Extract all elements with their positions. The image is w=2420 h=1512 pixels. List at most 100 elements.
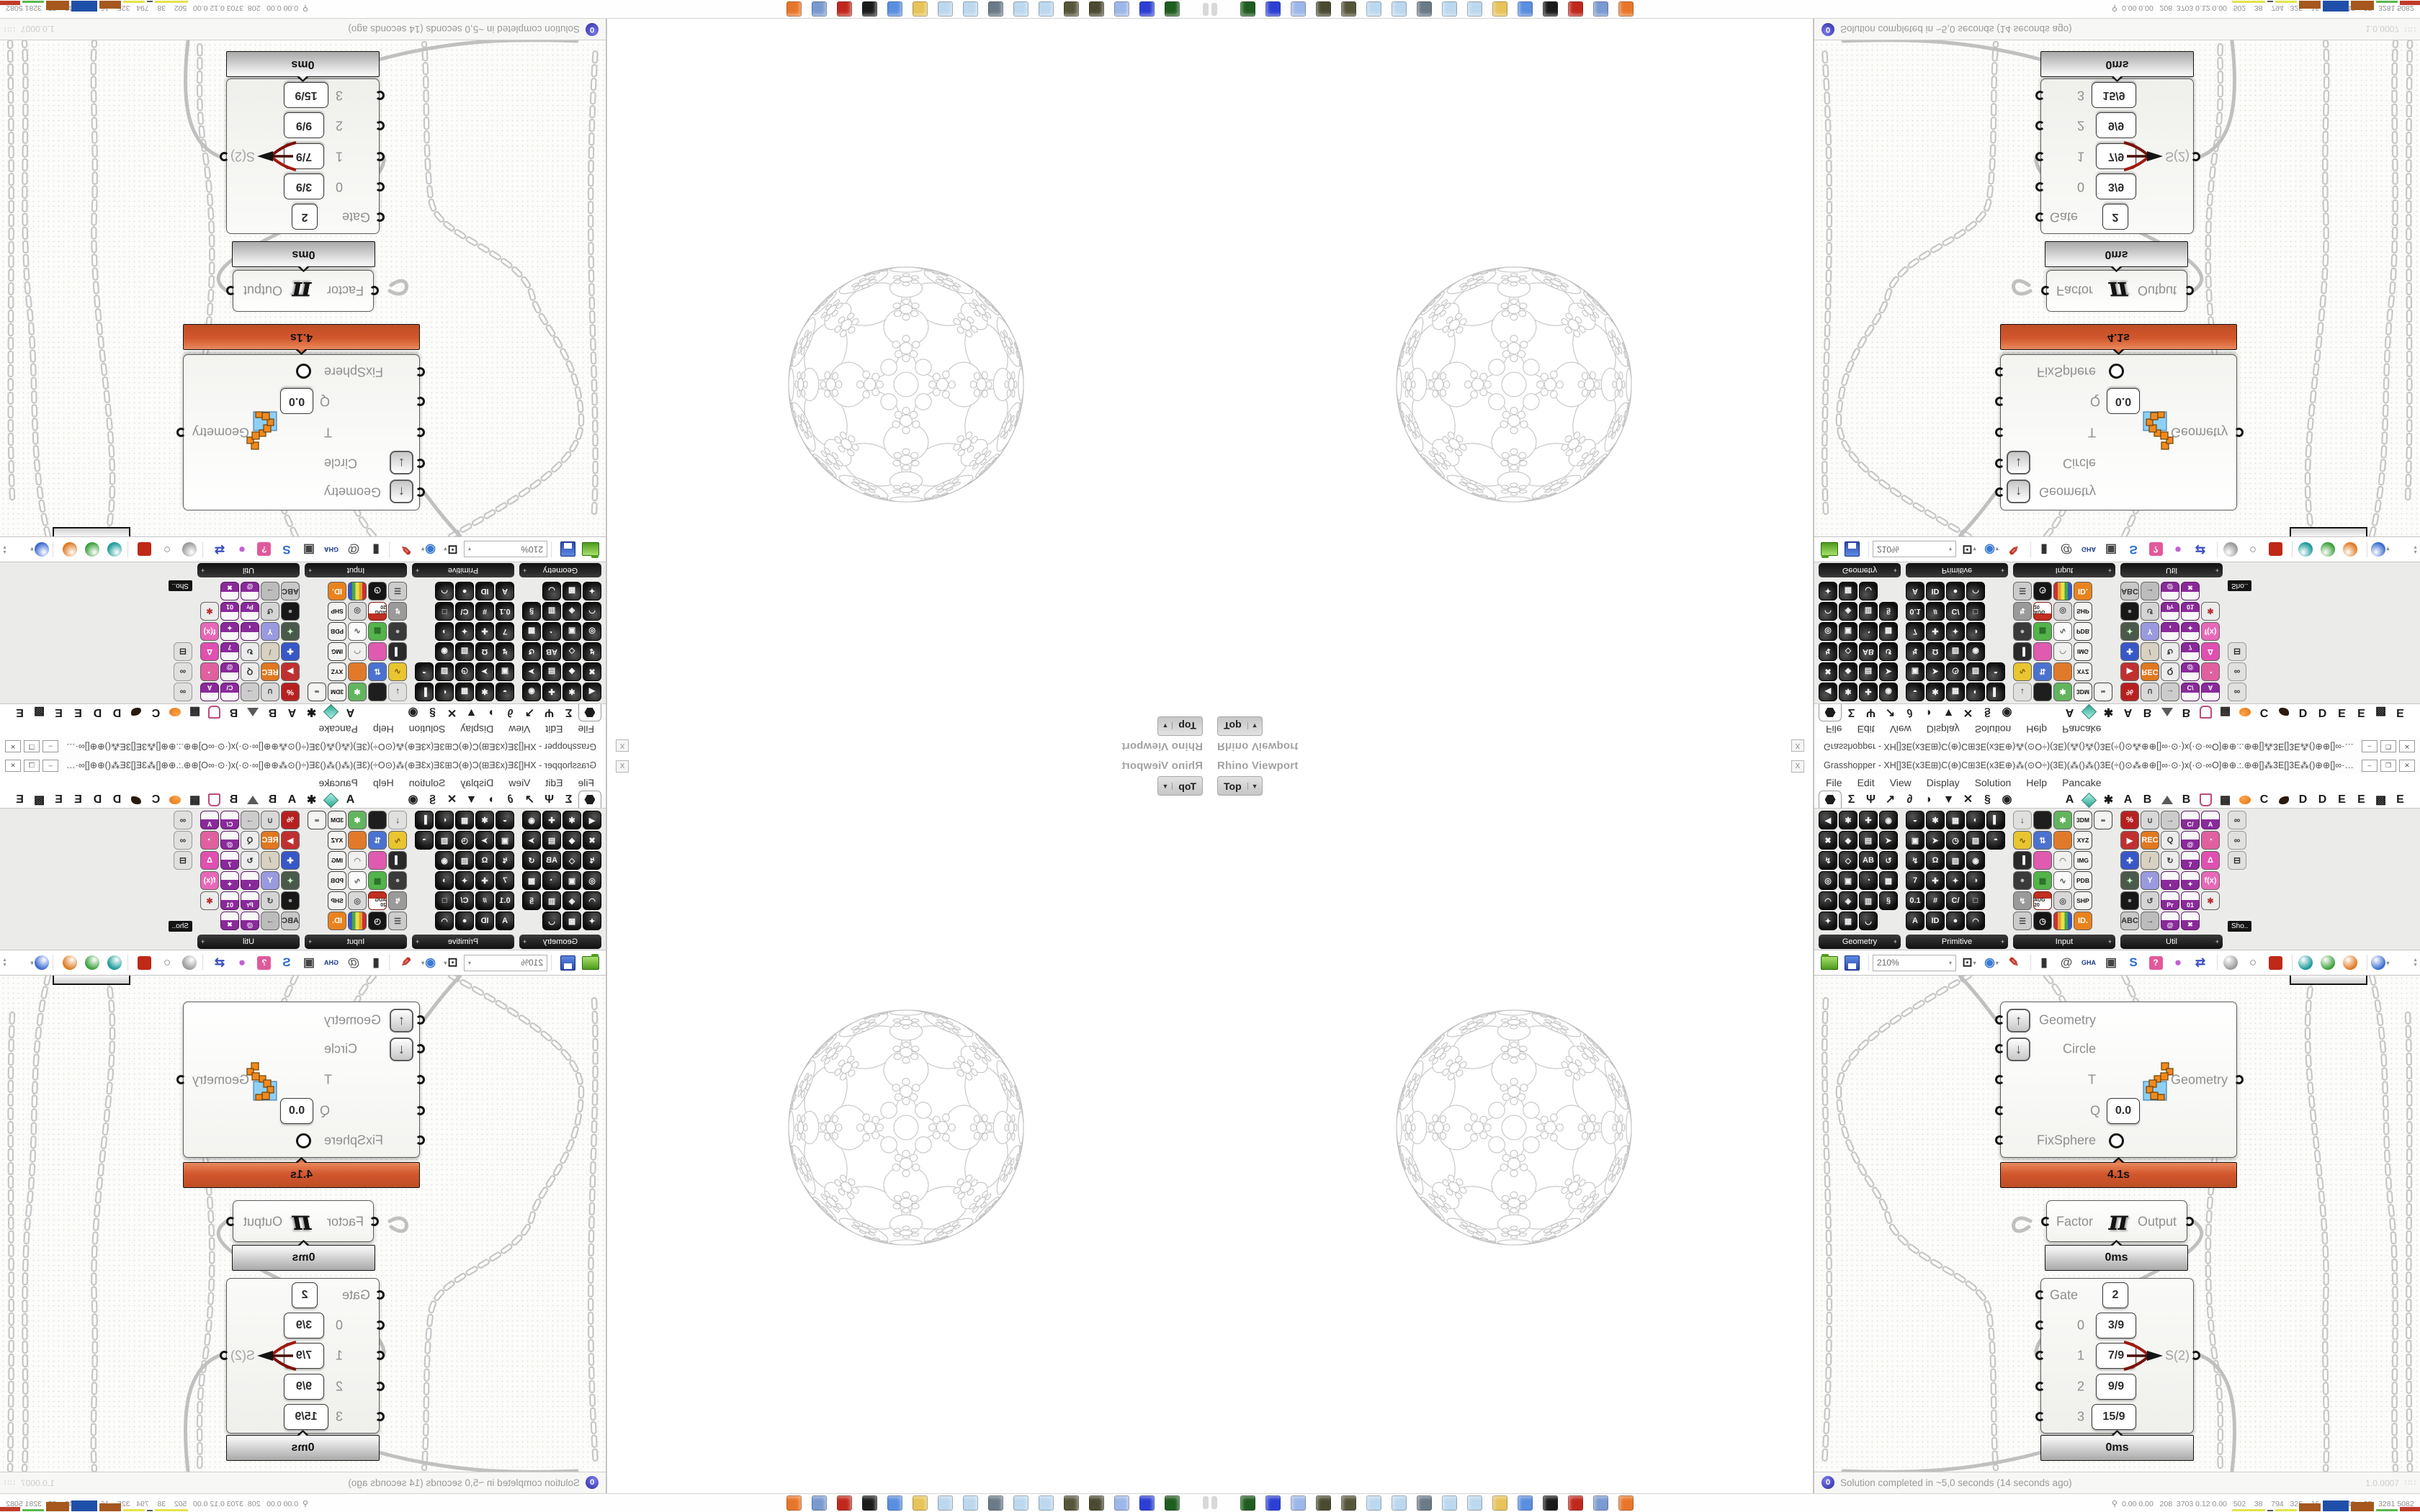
- at-chip-icon[interactable]: @: [2060, 543, 2073, 557]
- palette-icon[interactable]: ◔: [2201, 662, 2220, 681]
- window-icon[interactable]: ▣: [2105, 955, 2118, 969]
- palette-icon[interactable]: Q: [2161, 831, 2179, 850]
- palette-icon[interactable]: A: [2201, 811, 2220, 829]
- input-grip[interactable]: [2035, 1290, 2045, 1300]
- palette-icon[interactable]: ●: [1946, 912, 1965, 930]
- viewport-projection-dropdown[interactable]: Top ▼: [1157, 776, 1203, 796]
- tab-category-1[interactable]: Ψ: [544, 706, 554, 719]
- palette-icon[interactable]: ◖: [2161, 871, 2179, 890]
- palette-icon[interactable]: ▌: [415, 811, 434, 829]
- palette-icon[interactable]: ➤: [1926, 662, 1945, 681]
- palette-icon[interactable]: ◷: [1946, 831, 1965, 850]
- palette-icon[interactable]: §: [1879, 602, 1898, 621]
- viewport-projection-dropdown[interactable]: Top ▼: [1217, 716, 1263, 736]
- stream-value-box[interactable]: 9/9: [284, 1374, 324, 1400]
- tab-category-3[interactable]: ∂: [1906, 706, 1913, 719]
- palette-group-dropdown[interactable]: Geometry +: [1819, 563, 1901, 577]
- input-grip[interactable]: [369, 286, 379, 295]
- tab-plugin-9[interactable]: [2235, 792, 2254, 808]
- palette-icon[interactable]: AUG 20: [2033, 602, 2052, 621]
- palette-icon[interactable]: /: [261, 851, 279, 870]
- fixsphere-component[interactable]: ↑ ↓ Geometry Circle T Q FixSphere 0.0: [1995, 1002, 2244, 1158]
- notepad-icon-3[interactable]: [1442, 1, 1457, 17]
- palette-icon[interactable]: Ω: [1926, 851, 1945, 870]
- palette-icon[interactable]: A: [200, 683, 219, 701]
- toolbar-scroll-arrows[interactable]: ▲ ▼: [2, 958, 7, 968]
- palette-icon[interactable]: ◓: [1986, 662, 2005, 681]
- palette-icon[interactable]: %: [2120, 811, 2139, 829]
- fixsphere-component[interactable]: ↑ ↓ Geometry Circle T Q FixSphere 0.0: [176, 354, 425, 510]
- pi-component[interactable]: Factor π Output: [226, 270, 379, 312]
- palette-icon[interactable]: ✦: [281, 622, 300, 641]
- palette-icon[interactable]: Q: [2161, 662, 2179, 681]
- palette-icon[interactable]: ●: [388, 622, 407, 641]
- palette-icon[interactable]: ●: [2120, 891, 2139, 910]
- palette-icon[interactable]: ✚: [1926, 622, 1945, 641]
- palette-icon[interactable]: ✱: [1926, 811, 1945, 829]
- palette-icon[interactable]: ▧: [1946, 851, 1965, 870]
- palette-icon[interactable]: ✱: [475, 683, 494, 701]
- close-icon[interactable]: ✕: [2399, 760, 2415, 772]
- palette-icon[interactable]: [368, 642, 387, 661]
- palette-icon[interactable]: ◉: [1966, 851, 1985, 870]
- maximize-icon[interactable]: ❒: [2380, 760, 2396, 772]
- palette-icon[interactable]: ◠: [2053, 642, 2072, 661]
- palette-icon[interactable]: ✦: [2120, 622, 2139, 641]
- palette-icon[interactable]: ☰: [2013, 912, 2032, 930]
- input-grip[interactable]: [1995, 1135, 2004, 1145]
- tab-plugin-7[interactable]: [205, 704, 224, 720]
- palette-icon[interactable]: →: [261, 582, 279, 600]
- palette-icon[interactable]: ▌: [1986, 683, 2005, 701]
- palette-icon[interactable]: ◉: [435, 851, 454, 870]
- output-grip[interactable]: [2191, 152, 2200, 161]
- palette-icon[interactable]: ◷: [455, 831, 474, 850]
- palette-icon[interactable]: ⇅: [2033, 831, 2052, 850]
- palette-icon[interactable]: ◉: [522, 683, 541, 701]
- palette-icon[interactable]: ▣: [496, 662, 514, 681]
- tab-plugin-14[interactable]: E: [74, 793, 82, 806]
- system-monitor-icon[interactable]: [988, 1495, 1003, 1511]
- notepad-icon-1[interactable]: [1039, 1495, 1054, 1511]
- tab-plugin-8[interactable]: ▦: [189, 794, 201, 806]
- palette-icon[interactable]: ✦: [455, 622, 474, 641]
- remote-swap-icon[interactable]: ⇄: [2195, 955, 2206, 969]
- input-grip[interactable]: [1995, 1075, 2004, 1084]
- palette-icon[interactable]: f(x): [2201, 871, 2220, 890]
- palette-icon[interactable]: ◑: [435, 871, 454, 890]
- palette-icon[interactable]: ∞: [2228, 811, 2246, 829]
- palette-icon[interactable]: ▨: [1966, 662, 1985, 681]
- palette-icon[interactable]: @: [2181, 831, 2200, 850]
- palette-icon[interactable]: @: [220, 662, 239, 681]
- palette-icon[interactable]: #: [475, 602, 494, 621]
- tab-params[interactable]: [578, 704, 601, 721]
- palette-icon[interactable]: ↻: [2161, 642, 2179, 661]
- output-grip[interactable]: [2234, 1075, 2244, 1084]
- tab-plugin-16[interactable]: ▩: [2375, 706, 2387, 718]
- palette-icon[interactable]: ↺: [2141, 602, 2159, 621]
- palette-icon[interactable]: ∞: [2228, 831, 2246, 850]
- palette-icon[interactable]: ID.: [2074, 582, 2092, 600]
- tab-plugin-16[interactable]: ▩: [2375, 794, 2387, 806]
- menu-view[interactable]: View: [508, 777, 531, 788]
- stream-value-box[interactable]: 15/9: [2092, 1404, 2136, 1430]
- print-scroll-icon[interactable]: [1114, 1495, 1129, 1511]
- palette-icon[interactable]: ◇: [563, 642, 581, 661]
- palette-icon[interactable]: ◔: [542, 622, 561, 641]
- palette-icon[interactable]: ✚: [542, 811, 561, 829]
- taskbar-handle[interactable]: [1211, 1496, 1217, 1509]
- palette-icon[interactable]: ◠: [1819, 602, 1837, 621]
- tab-plugin-7[interactable]: [2196, 704, 2215, 720]
- palette-icon[interactable]: ✚: [475, 622, 494, 641]
- folder-icon[interactable]: [913, 1, 928, 17]
- palette-icon[interactable]: @: [2181, 662, 2200, 681]
- viewport-projection-dropdown[interactable]: Top ▼: [1157, 716, 1203, 736]
- palette-icon[interactable]: ↻: [241, 642, 259, 661]
- palette-icon[interactable]: →: [241, 683, 259, 701]
- resize-grip[interactable]: ∷∷: [2405, 24, 2416, 33]
- palette-icon[interactable]: ▐: [2013, 642, 2032, 661]
- tab-category-6[interactable]: ✕: [447, 706, 457, 719]
- palette-icon[interactable]: ∞: [174, 831, 192, 850]
- palette-icon[interactable]: ◐: [435, 811, 454, 829]
- palette-icon[interactable]: C/: [2181, 811, 2200, 829]
- camo-ball-icon-1[interactable]: [1316, 1, 1331, 17]
